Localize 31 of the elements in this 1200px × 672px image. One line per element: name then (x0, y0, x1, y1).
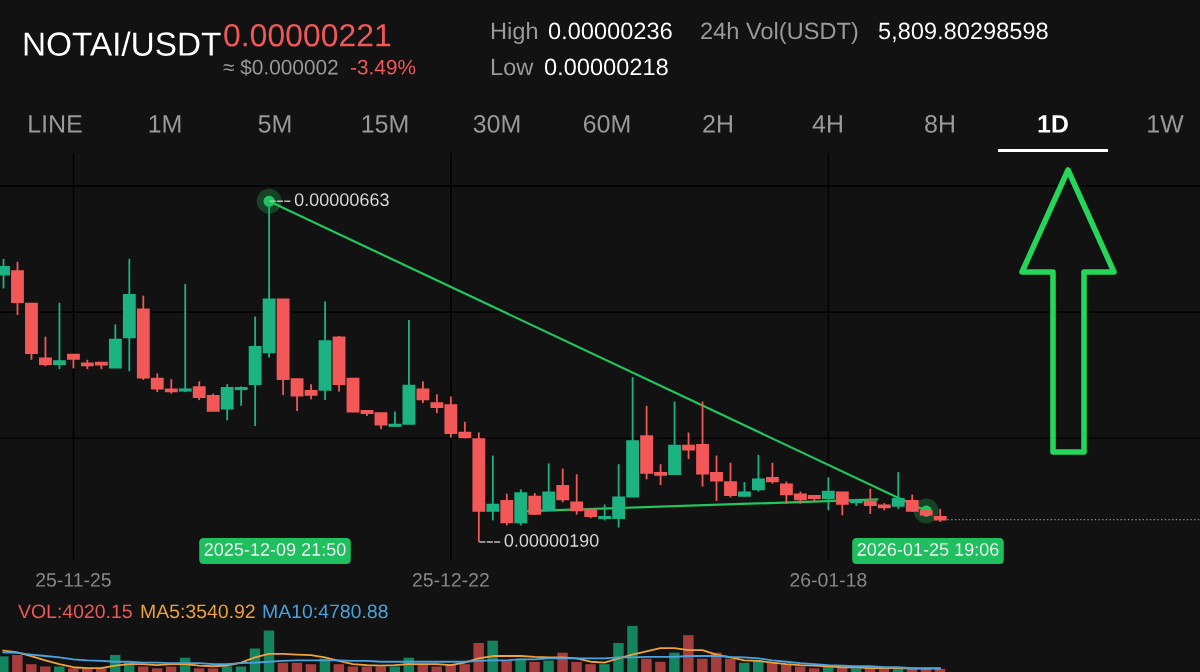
text: 2H (703, 115, 732, 133)
text: 0.00000236 (548, 22, 672, 40)
text: High (491, 22, 538, 44)
text: 5,809.80298598 (878, 22, 1048, 43)
annotation: 2025-12-09 21:50 (204, 543, 346, 556)
text: 1M (149, 115, 181, 133)
text: 60M (583, 115, 630, 133)
annotation: 0.00000190 (504, 534, 599, 547)
text: 30M (473, 115, 520, 133)
chart-title: NOTAI/USDT (24, 31, 221, 56)
text: 1W (1148, 115, 1184, 133)
x-tick-label: 25-12-22 (412, 573, 489, 587)
series-label: VOL:4020.15 (18, 604, 132, 619)
text: 4H (812, 115, 842, 133)
text: 8H (925, 115, 954, 133)
x-tick-label: 25-11-25 (36, 573, 111, 587)
text: LINE (29, 115, 82, 133)
annotation: 0.00000663 (294, 193, 389, 207)
text: 0.00000218 (544, 58, 668, 76)
text: -3.49% (350, 59, 416, 75)
text: MA10:4780.88 (263, 604, 388, 619)
text: Low (491, 58, 534, 76)
text: 1D (1038, 115, 1068, 133)
x-tick-label: 26-01-18 (790, 573, 867, 587)
series-label: MA5:3540.92 (141, 604, 255, 619)
chart-subtitle: 0.00000221 (224, 23, 391, 47)
text: 24h Vol(USDT) (701, 22, 858, 44)
annotation: 2026-01-25 19:06 (857, 543, 999, 556)
text: ≈ $0.000002 (223, 58, 338, 76)
text: 5M (258, 115, 291, 133)
text: 15M (362, 115, 408, 133)
